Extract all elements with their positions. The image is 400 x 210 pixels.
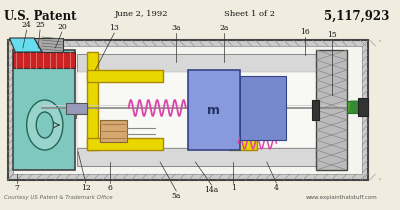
Text: 4: 4 [274,184,279,192]
Text: 6: 6 [107,184,112,192]
Bar [77,148,320,166]
Text: 13: 13 [110,24,119,32]
Text: 7: 7 [15,184,20,192]
Bar [66,103,87,114]
Polygon shape [10,38,42,52]
Bar [312,100,319,120]
Bar [13,46,362,174]
Text: 16: 16 [300,28,310,36]
Text: 24: 24 [22,21,32,29]
Polygon shape [34,38,63,52]
Bar [77,72,320,148]
Text: 25: 25 [35,21,45,29]
Text: Sheet 1 of 2: Sheet 1 of 2 [224,10,275,18]
Text: 14a: 14a [204,186,219,194]
Bar [87,70,163,82]
Text: 2a: 2a [219,24,228,32]
Bar [8,40,368,180]
Text: 5,117,923: 5,117,923 [324,10,389,23]
Bar [13,50,75,170]
Text: m: m [208,104,220,117]
Text: 1: 1 [231,184,236,192]
Bar [240,76,286,140]
Text: 3a: 3a [172,24,181,32]
Bar [87,52,98,150]
Bar [229,138,257,150]
Text: 5a: 5a [172,192,181,200]
Text: June 2, 1992: June 2, 1992 [114,10,168,18]
Ellipse shape [36,112,53,138]
Text: 12: 12 [81,184,91,192]
Text: U.S. Patent: U.S. Patent [4,10,76,23]
Ellipse shape [27,100,63,150]
Bar [100,120,127,142]
Bar [188,70,240,150]
Text: 15: 15 [327,31,336,39]
Bar [316,50,347,170]
Bar [77,54,320,72]
Text: 20: 20 [57,23,67,31]
Bar [13,52,75,68]
Bar [347,101,362,113]
Bar [358,98,368,116]
Text: www.explainthatstuff.com: www.explainthatstuff.com [306,195,377,200]
Text: Courtesy US Patent & Trademark Office: Courtesy US Patent & Trademark Office [4,195,112,200]
Bar [87,138,163,150]
